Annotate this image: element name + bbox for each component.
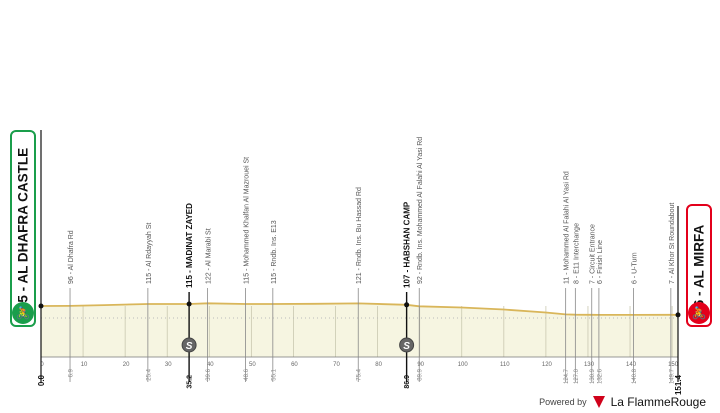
- point-label: 11 - Mohammed Al Falahi Al Yasi Rd: [564, 171, 571, 284]
- km-label: 132.6: [597, 368, 603, 384]
- km-label: 151.4: [674, 374, 683, 395]
- km-label: 89.9: [418, 368, 424, 380]
- km-label: 39.6: [206, 368, 212, 380]
- sprint-icon: [399, 337, 415, 353]
- point-label: 96 - Al Dhafra Rd: [68, 230, 75, 284]
- km-label: 130.9: [590, 368, 596, 384]
- km-label: 6.9: [69, 368, 75, 377]
- km-label: 124.7: [564, 368, 570, 384]
- marker-dot: [186, 301, 192, 307]
- bicycle-icon: 🚴: [688, 302, 710, 324]
- x-tick-label: 30: [165, 362, 172, 368]
- x-tick-label: 40: [207, 362, 214, 368]
- x-tick-label: 60: [291, 362, 298, 368]
- point-label: 6 - U-Turn: [631, 252, 638, 284]
- x-tick-label: 100: [458, 362, 469, 368]
- bicycle-icon: 🚴: [12, 302, 34, 324]
- sprint-icon-label: S: [186, 341, 193, 352]
- point-label: 122 - Al Marabi St: [206, 228, 213, 284]
- powered-text: Powered by: [539, 397, 587, 407]
- x-tick-label: 20: [123, 362, 130, 368]
- point-label: 7 - Al Khor St Roundabout: [669, 203, 676, 284]
- x-tick-label: 140: [626, 362, 637, 368]
- x-tick-label: 130: [584, 362, 595, 368]
- x-tick-label: 110: [500, 362, 510, 368]
- point-label: 7 - Circuit Entrance: [590, 224, 597, 284]
- marker-dot: [38, 303, 44, 309]
- finish-badge: 6 - AL MIRFA 🚴: [686, 204, 712, 327]
- km-label: 127.0: [574, 368, 580, 384]
- profile-area: [41, 303, 678, 357]
- km-label: 86.9: [404, 375, 411, 389]
- km-label: 140.8: [632, 368, 638, 384]
- point-label: 115 - Rndb. Ins. E13: [271, 220, 278, 284]
- start-label: 95 - AL DHAFRA CASTLE: [15, 147, 31, 310]
- marker-dot: [675, 312, 681, 318]
- point-label: 107 - HABSHAN CAMP: [403, 201, 412, 288]
- start-badge: 95 - AL DHAFRA CASTLE 🚴: [10, 130, 36, 327]
- x-tick-label: 50: [249, 362, 256, 368]
- point-label: 92 - Rndb. Ins. Mohammed Al Falahi Al Ya…: [417, 137, 424, 284]
- km-label: 75.4: [357, 368, 363, 380]
- profile-line: [40, 302, 679, 316]
- x-tick-label: 90: [417, 362, 424, 368]
- finish-label: 6 - AL MIRFA: [691, 224, 707, 307]
- km-label: 25.4: [146, 368, 152, 380]
- x-tick-label: 150: [668, 362, 679, 368]
- powered-by: Powered by La FlammeRouge: [539, 395, 706, 409]
- brand-name: La FlammeRouge: [610, 395, 706, 409]
- sprint-icon: [181, 337, 197, 353]
- point-label: 115 - Mohammed Khalfan Al Mazrouei St: [243, 157, 250, 284]
- km-label: 55.1: [271, 368, 277, 380]
- km-label: 35.2: [187, 375, 194, 389]
- point-label: 8 - E11 Interchange: [573, 223, 580, 284]
- marker-dot: [404, 302, 410, 308]
- km-label: 0.0: [37, 374, 46, 386]
- x-tick-label: 10: [81, 362, 88, 368]
- point-label: 115 - Al Rdayyah St: [146, 223, 153, 284]
- point-label: 6 - Finish Line: [597, 240, 604, 284]
- point-label: 121 - Rndb. Ins. Bu Hassad Rd: [356, 187, 363, 284]
- flamme-rouge-logo-icon: [592, 396, 605, 408]
- x-tick-label: 70: [333, 362, 340, 368]
- x-tick-label: 0: [40, 362, 44, 368]
- x-tick-label: 120: [542, 362, 553, 368]
- x-tick-label: 80: [375, 362, 382, 368]
- sprint-icon-label: S: [403, 341, 410, 352]
- km-label: 48.6: [244, 368, 250, 380]
- km-label: 149.7: [669, 368, 675, 384]
- point-label: 115 - MADINAT ZAYED: [185, 203, 194, 288]
